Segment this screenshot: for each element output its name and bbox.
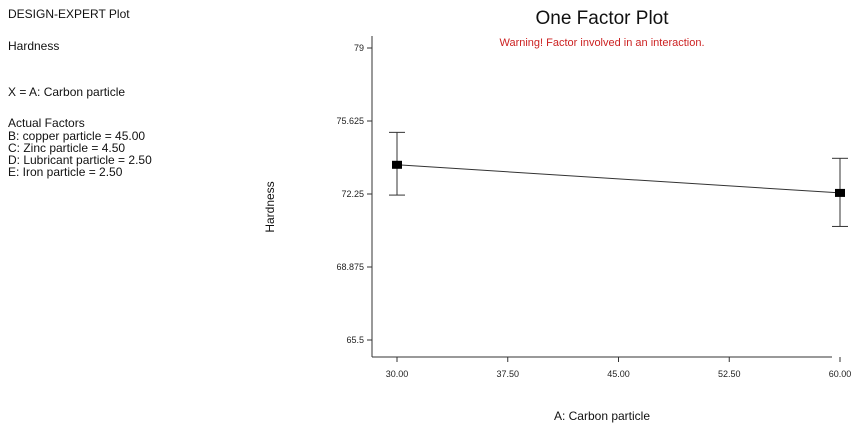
response-name: Hardness [8, 39, 60, 53]
y-tick-label: 79 [354, 43, 364, 53]
x-factor-line: X = A: Carbon particle [8, 85, 126, 99]
data-point-marker [835, 188, 845, 197]
actual-factor-c: C: Zinc particle = 4.50 [8, 141, 126, 155]
y-tick-label: 75.625 [336, 116, 364, 126]
chart-title: One Factor Plot [535, 8, 669, 29]
x-tick-label: 30.00 [386, 369, 409, 379]
actual-factor-d: D: Lubricant particle = 2.50 [8, 153, 152, 167]
y-tick-label: 65.5 [346, 335, 364, 345]
x-axis-label: A: Carbon particle [553, 409, 651, 423]
y-tick-label: 68.875 [336, 262, 364, 272]
data-point-marker [392, 160, 402, 169]
actual-factor-e: E: Iron particle = 2.50 [8, 165, 123, 179]
interaction-warning: Warning! Factor involved in an interacti… [499, 37, 705, 49]
actual-factors-title: Actual Factors [8, 116, 85, 130]
effect-line [396, 164, 841, 194]
x-tick-label: 60.00 [829, 369, 852, 379]
x-tick-label: 45.00 [607, 369, 630, 379]
actual-factor-b: B: copper particle = 45.00 [8, 129, 146, 143]
x-tick-label: 37.50 [496, 369, 519, 379]
y-tick-label: 72.25 [341, 189, 364, 199]
x-tick-label: 52.50 [718, 369, 741, 379]
program-name: DESIGN-EXPERT Plot [8, 7, 130, 21]
